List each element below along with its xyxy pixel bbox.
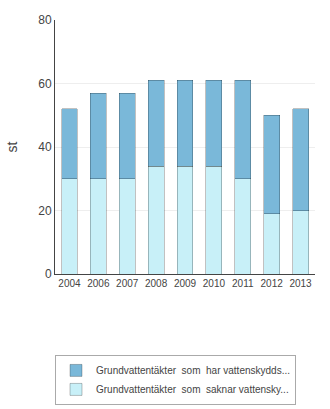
- svg-text:0: 0: [45, 267, 52, 281]
- svg-text:2009: 2009: [174, 278, 197, 289]
- svg-text:Grundvattentäkter som saknar: Grundvattentäkter som saknar vattensky..…: [96, 384, 289, 395]
- svg-text:40: 40: [38, 140, 52, 154]
- svg-text:2007: 2007: [116, 278, 139, 289]
- svg-text:2013: 2013: [289, 278, 312, 289]
- svg-text:2010: 2010: [203, 278, 226, 289]
- svg-text:2011: 2011: [232, 278, 254, 289]
- svg-text:20: 20: [38, 204, 52, 218]
- svg-text:2008: 2008: [145, 278, 168, 289]
- svg-text:Grundvattentäkter som har va: Grundvattentäkter som har vattenskydds..…: [96, 365, 290, 376]
- svg-text:2004: 2004: [58, 278, 81, 289]
- svg-text:80: 80: [38, 13, 52, 27]
- svg-text:st: st: [4, 141, 20, 152]
- svg-text:2012: 2012: [261, 278, 284, 289]
- svg-text:2006: 2006: [87, 278, 110, 289]
- svg-text:60: 60: [38, 77, 52, 91]
